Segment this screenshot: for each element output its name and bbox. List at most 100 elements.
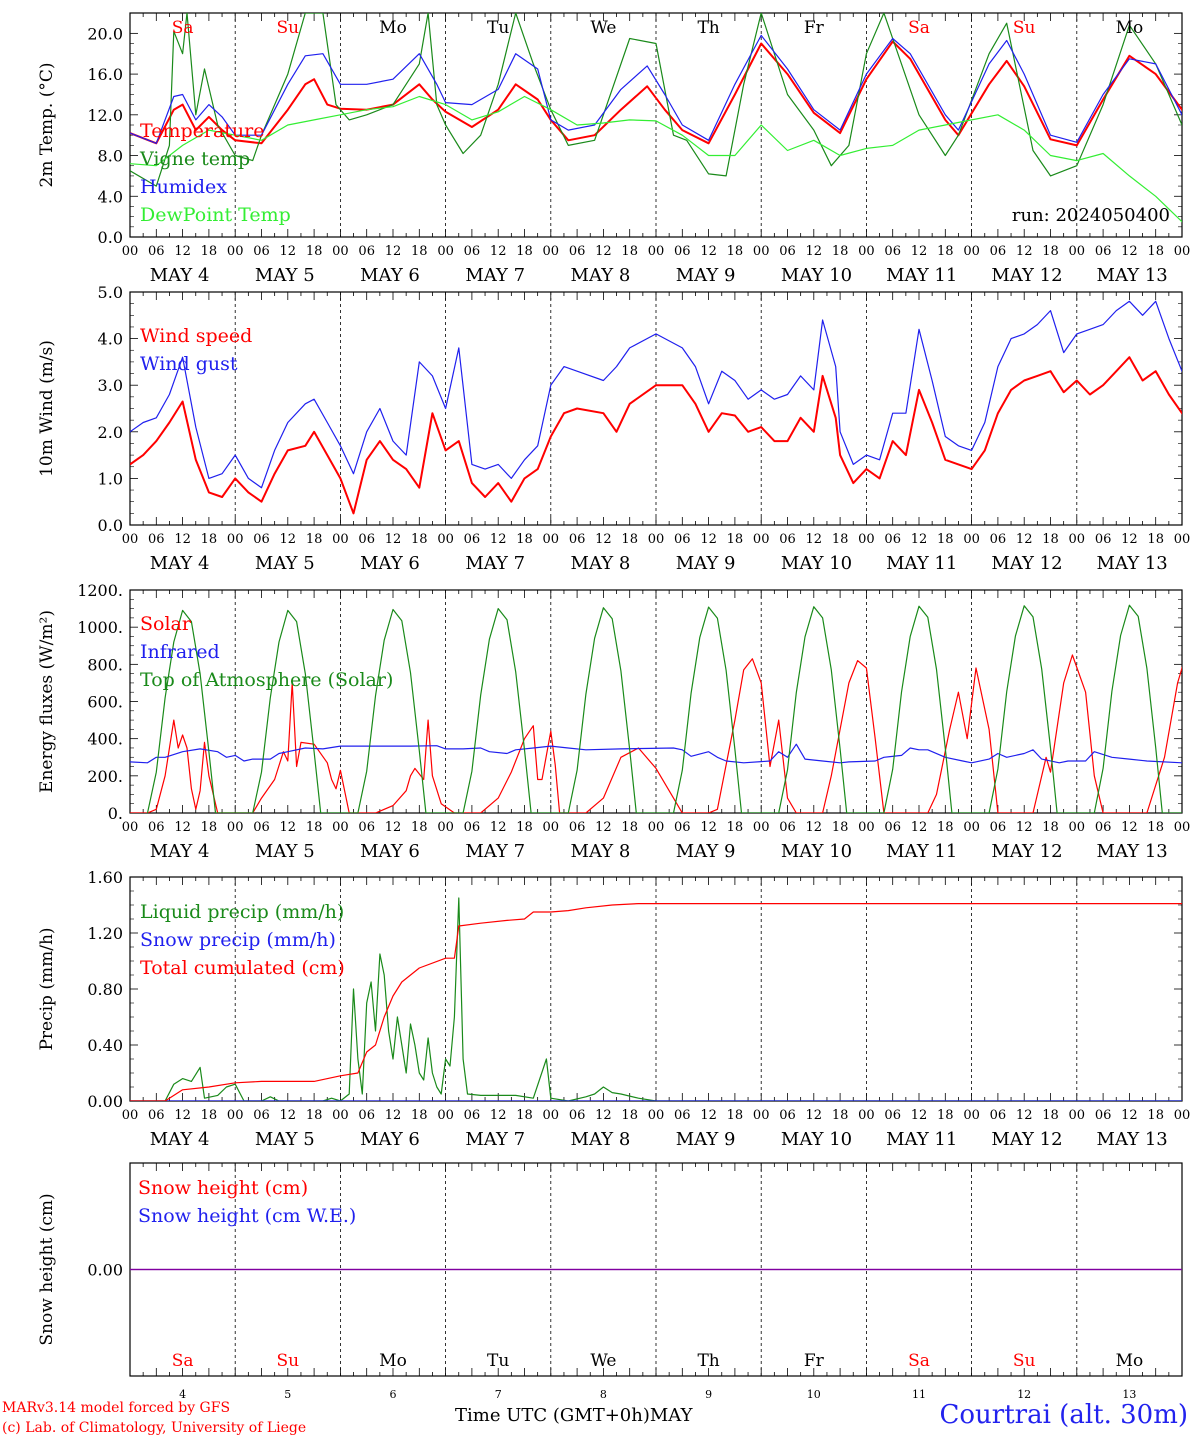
weekday-label: Sa — [908, 18, 930, 38]
day-label: MAY 6 — [360, 265, 420, 286]
legend-entry: Top of Atmosphere (Solar) — [140, 669, 393, 691]
hour-tick-label: 06 — [779, 532, 796, 547]
hour-tick-label: 06 — [358, 820, 375, 835]
hour-tick-label: 00 — [332, 244, 349, 259]
hour-tick-label: 12 — [911, 820, 928, 835]
hour-tick-label: 12 — [490, 532, 507, 547]
day-label: MAY 4 — [150, 553, 210, 574]
day-label: MAY 10 — [781, 553, 852, 574]
hour-tick-label: 18 — [727, 820, 744, 835]
day-label: MAY 13 — [1097, 553, 1168, 574]
series-line-vigne-temp — [130, 13, 1182, 187]
day-label: MAY 13 — [1097, 841, 1168, 862]
hour-tick-label: 18 — [201, 820, 218, 835]
hour-tick-label: 00 — [648, 532, 665, 547]
hour-tick-label: 06 — [779, 1108, 796, 1123]
hour-tick-label: 12 — [1016, 532, 1033, 547]
weekday-label: Su — [276, 1351, 299, 1371]
series-line-temperature — [130, 40, 1182, 147]
hour-tick-label: 18 — [411, 1108, 428, 1123]
hour-tick-label: 12 — [1121, 244, 1138, 259]
hour-tick-label: 18 — [937, 532, 954, 547]
day-number-label: 13 — [1122, 1388, 1136, 1401]
hour-tick-label: 06 — [569, 244, 586, 259]
hour-tick-label: 00 — [858, 1108, 875, 1123]
y-tick-label: 600. — [87, 693, 123, 712]
y-tick-label: 2.0 — [98, 423, 123, 442]
legend-entry: Liquid precip (mm/h) — [140, 901, 344, 923]
day-label: MAY 12 — [991, 841, 1062, 862]
hour-tick-label: 18 — [727, 1108, 744, 1123]
hour-tick-label: 12 — [385, 820, 402, 835]
day-number-label: 7 — [495, 1388, 502, 1401]
station-name: Courtrai (alt. 30m) — [939, 1400, 1189, 1430]
hour-tick-label: 12 — [595, 820, 612, 835]
hour-tick-label: 18 — [621, 1108, 638, 1123]
hour-tick-label: 18 — [201, 1108, 218, 1123]
hour-tick-label: 18 — [621, 244, 638, 259]
hour-tick-label: 00 — [332, 1108, 349, 1123]
day-label: MAY 6 — [360, 1129, 420, 1150]
day-label: MAY 8 — [571, 841, 631, 862]
weekday-label: Su — [1013, 1351, 1036, 1371]
hour-tick-label: 12 — [806, 532, 823, 547]
hour-tick-label: 00 — [753, 820, 770, 835]
hour-tick-label: 00 — [963, 1108, 980, 1123]
hour-tick-label: 12 — [174, 820, 191, 835]
hour-tick-label: 18 — [1147, 1108, 1164, 1123]
day-label: MAY 5 — [255, 265, 315, 286]
hour-tick-label: 00 — [1069, 532, 1086, 547]
hour-tick-label: 12 — [174, 1108, 191, 1123]
hour-tick-label: 12 — [1121, 820, 1138, 835]
panel-1 — [129, 12, 1183, 238]
hour-tick-label: 06 — [253, 532, 270, 547]
y-tick-label: 5.0 — [98, 283, 123, 302]
hour-tick-label: 12 — [280, 532, 297, 547]
hour-tick-label: 06 — [148, 1108, 165, 1123]
hour-tick-label: 12 — [911, 532, 928, 547]
hour-tick-label: 06 — [1095, 1108, 1112, 1123]
hour-tick-label: 18 — [621, 532, 638, 547]
hour-tick-label: 18 — [727, 532, 744, 547]
hour-tick-label: 12 — [806, 1108, 823, 1123]
hour-tick-label: 18 — [832, 244, 849, 259]
hour-tick-label: 00 — [543, 820, 560, 835]
day-label: MAY 9 — [676, 265, 736, 286]
hour-tick-label: 06 — [464, 244, 481, 259]
hour-tick-label: 00 — [1069, 1108, 1086, 1123]
hour-tick-label: 06 — [1095, 244, 1112, 259]
hour-tick-label: 06 — [358, 244, 375, 259]
hour-tick-label: 12 — [490, 244, 507, 259]
hour-tick-label: 00 — [753, 244, 770, 259]
hour-tick-label: 18 — [516, 820, 533, 835]
day-label: MAY 11 — [886, 1129, 957, 1150]
hour-tick-label: 12 — [1121, 1108, 1138, 1123]
legend-entry: Infrared — [140, 641, 220, 663]
hour-tick-label: 00 — [227, 820, 244, 835]
hour-tick-label: 00 — [648, 1108, 665, 1123]
hour-tick-label: 06 — [148, 244, 165, 259]
hour-tick-label: 06 — [990, 1108, 1007, 1123]
legend-entry: Vigne temp — [139, 148, 250, 170]
series-line-wind-gust — [130, 300, 1182, 489]
day-label: MAY 5 — [255, 841, 315, 862]
hour-tick-label: 06 — [464, 820, 481, 835]
weekday-label: Mo — [379, 1351, 407, 1371]
y-tick-label: 800. — [87, 655, 123, 674]
hour-tick-label: 12 — [174, 532, 191, 547]
hour-tick-label: 06 — [358, 1108, 375, 1123]
hour-tick-label: 06 — [674, 820, 691, 835]
day-number-label: 12 — [1017, 1388, 1031, 1401]
day-label: MAY 5 — [255, 1129, 315, 1150]
day-label: MAY 4 — [150, 841, 210, 862]
day-number-label: 5 — [284, 1388, 291, 1401]
hour-tick-label: 00 — [227, 1108, 244, 1123]
hour-tick-label: 12 — [595, 532, 612, 547]
weekday-label: We — [590, 1351, 616, 1371]
hour-tick-label: 18 — [201, 532, 218, 547]
day-label: MAY 8 — [571, 265, 631, 286]
hour-tick-label: 12 — [700, 820, 717, 835]
hour-tick-label: 00 — [753, 532, 770, 547]
hour-tick-label: 00 — [963, 244, 980, 259]
day-label: MAY 5 — [255, 553, 315, 574]
